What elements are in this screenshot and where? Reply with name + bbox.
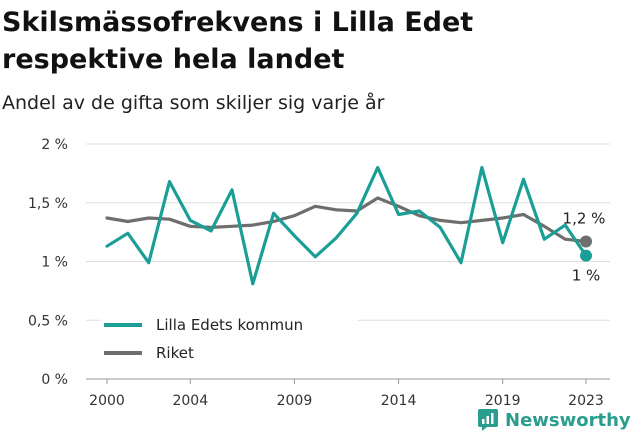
series-endpoint-lilla-edet bbox=[580, 249, 592, 262]
end-label-riket: 1,2 % bbox=[563, 210, 606, 228]
end-label-lilla-edet: 1 % bbox=[572, 267, 601, 285]
chart-title: Skilsmässofrekvens i Lilla Edet respekti… bbox=[2, 7, 474, 75]
x-tick-label: 2000 bbox=[89, 393, 125, 409]
end-labels: 1 % 1,2 % bbox=[563, 210, 606, 285]
series-line-lilla-edet bbox=[105, 165, 588, 286]
legend-label: Riket bbox=[156, 344, 194, 362]
legend-label: Lilla Edets kommun bbox=[156, 316, 303, 334]
legend-background bbox=[100, 314, 358, 336]
series-line-riket bbox=[105, 196, 588, 244]
y-tick-label: 2 % bbox=[41, 137, 68, 153]
legend: Lilla Edets kommun Riket bbox=[100, 314, 358, 364]
y-tick-label: 0 % bbox=[41, 372, 68, 388]
chart-subtitle: Andel av de gifta som skiljer sig varje … bbox=[2, 92, 385, 114]
series-endpoint-riket bbox=[580, 235, 592, 248]
x-axis-ticks: 2000 2004 2009 2014 2019 2023 bbox=[89, 379, 604, 409]
y-tick-label: 1,5 % bbox=[28, 196, 68, 212]
brand-name: Newsworthy bbox=[505, 409, 631, 431]
series-lines bbox=[105, 165, 592, 286]
newsworthy-brand: Newsworthy bbox=[477, 407, 631, 433]
legend-background bbox=[100, 342, 358, 364]
x-tick-label: 2023 bbox=[568, 393, 604, 409]
y-axis-ticks: 0 % 0,5 % 1 % 1,5 % 2 % bbox=[28, 137, 68, 388]
y-tick-label: 1 % bbox=[41, 255, 68, 271]
x-tick-label: 2014 bbox=[381, 393, 417, 409]
y-tick-label: 0,5 % bbox=[28, 313, 68, 329]
newsworthy-logo-icon bbox=[478, 409, 498, 431]
x-tick-label: 2019 bbox=[485, 393, 521, 409]
x-tick-label: 2004 bbox=[172, 393, 208, 409]
x-tick-label: 2009 bbox=[277, 393, 313, 409]
